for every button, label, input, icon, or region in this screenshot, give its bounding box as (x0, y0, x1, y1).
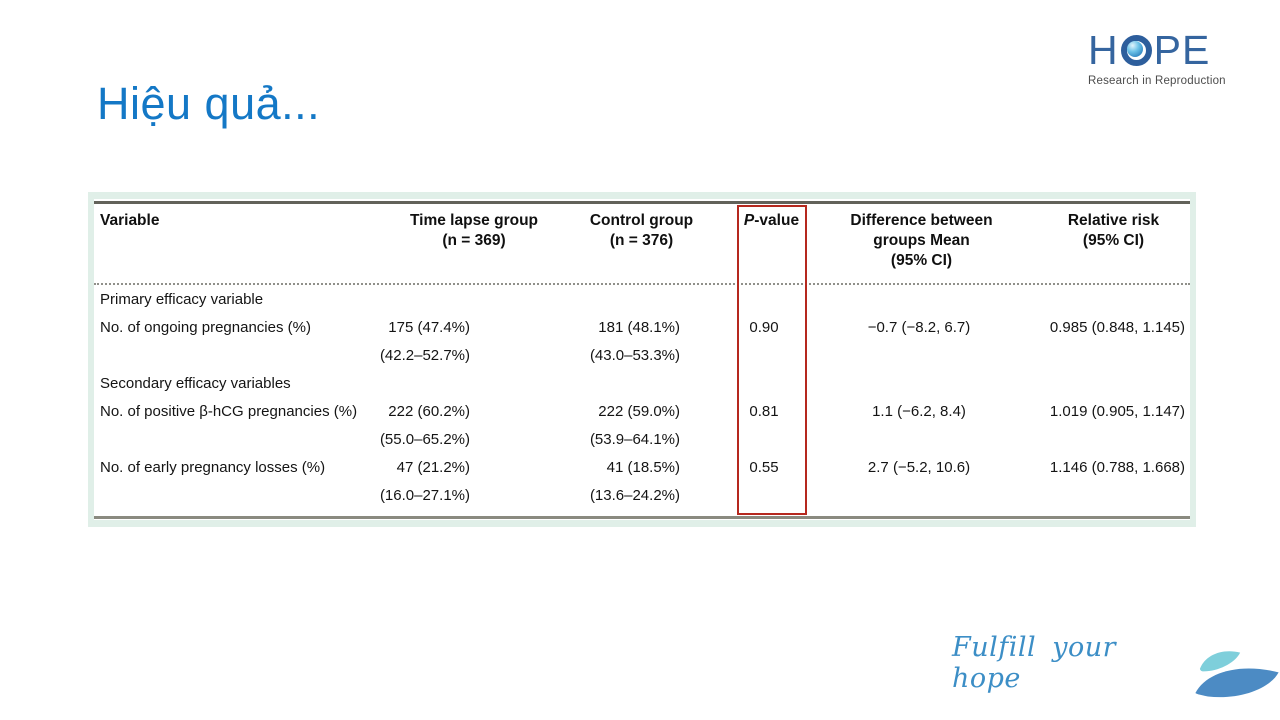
cell-empty (844, 342, 994, 370)
cell-timelapse: 47 (21.2%) (396, 459, 470, 476)
cell-empty (994, 370, 1190, 398)
col-header-difference-line2: groups Mean (873, 232, 970, 249)
col-header-relative-risk-line1: Relative risk (1067, 212, 1160, 229)
cell-empty (844, 426, 994, 454)
cell-empty (474, 286, 684, 314)
hope-eye-pupil-icon (1126, 41, 1143, 57)
cell-empty (684, 342, 844, 370)
col-header-difference-line3: (95% CI) (890, 252, 953, 269)
cell-empty (994, 482, 1190, 510)
table-section-row: Primary efficacy variable (94, 286, 1190, 314)
col-header-control-line2: (n = 376) (609, 232, 674, 249)
cell-pvalue: 0.90 (749, 319, 779, 336)
cell-timelapse: 175 (47.4%) (388, 319, 470, 336)
cell-control-ci: (53.9–64.1%) (589, 431, 680, 448)
cell-variable: No. of ongoing pregnancies (%) (100, 319, 311, 336)
table-header-row: Variable Time lapse group (n = 369) Cont… (94, 204, 1190, 285)
cell-empty (684, 426, 844, 454)
col-header-relative-risk-line2: (95% CI) (1082, 232, 1145, 249)
col-header-control: Control group (n = 376) (574, 211, 709, 283)
table-row: No. of positive β-hCG pregnancies (%) 22… (94, 398, 1190, 426)
hope-logo-tagline: Research in Reproduction (1088, 75, 1226, 87)
hope-logo-letters: H PE (1088, 30, 1226, 71)
cell-variable: No. of positive β-hCG pregnancies (%) (100, 403, 358, 420)
cell-empty (94, 482, 374, 510)
cell-relative-risk: 1.146 (0.788, 1.668) (1049, 459, 1185, 476)
col-header-difference: Difference between groups Mean (95% CI) (834, 211, 1009, 283)
hope-eye-icon (1120, 35, 1152, 66)
col-header-timelapse: Time lapse group (n = 369) (374, 211, 574, 283)
table-row: No. of early pregnancy losses (%) 47 (21… (94, 454, 1190, 482)
cell-empty (94, 426, 374, 454)
table-row-ci: (16.0–27.1%) (13.6–24.2%) (94, 482, 1190, 510)
cell-difference: −0.7 (−8.2, 6.7) (867, 319, 971, 336)
cell-empty (994, 286, 1190, 314)
page-title: Hiệu quả... (97, 78, 321, 129)
cell-difference: 1.1 (−6.2, 8.4) (872, 403, 966, 420)
hope-logo: H PE Research in Reproduction (1088, 30, 1226, 88)
cell-difference: 2.7 (−5.2, 10.6) (867, 459, 971, 476)
cell-control-ci: (43.0–53.3%) (589, 347, 680, 364)
hope-letters-pe: PE (1153, 27, 1211, 73)
col-header-p-rest: -value (754, 212, 800, 229)
section-label: Secondary efficacy variables (100, 375, 291, 392)
cell-empty (844, 482, 994, 510)
cell-empty (994, 342, 1190, 370)
cell-empty (374, 370, 474, 398)
table-section-row: Secondary efficacy variables (94, 370, 1190, 398)
cell-control-ci: (13.6–24.2%) (589, 487, 680, 504)
col-header-control-line1: Control group (589, 212, 694, 229)
col-header-difference-line1: Difference between (850, 212, 993, 229)
cell-pvalue: 0.81 (749, 403, 779, 420)
table-row: No. of ongoing pregnancies (%) 175 (47.4… (94, 314, 1190, 342)
table-row-ci: (55.0–65.2%) (53.9–64.1%) (94, 426, 1190, 454)
results-table: Variable Time lapse group (n = 369) Cont… (88, 192, 1196, 527)
cell-empty (474, 370, 684, 398)
col-header-timelapse-line2: (n = 369) (442, 232, 506, 249)
cell-empty (684, 370, 844, 398)
cell-pvalue: 0.55 (749, 459, 779, 476)
cell-empty (844, 286, 994, 314)
cell-empty (684, 286, 844, 314)
col-header-variable: Variable (100, 212, 160, 229)
table-top-rule (94, 201, 1190, 204)
cell-control: 41 (18.5%) (606, 459, 680, 476)
table-bottom-rule (94, 516, 1190, 519)
footer-logo: Fulfill your hope (952, 632, 1280, 704)
cell-empty (994, 426, 1190, 454)
cell-empty (94, 342, 374, 370)
cell-control: 222 (59.0%) (598, 403, 680, 420)
cell-variable: No. of early pregnancy losses (%) (100, 459, 326, 476)
cell-timelapse-ci: (55.0–65.2%) (379, 431, 470, 448)
footer-tagline: Fulfill your hope (952, 632, 1117, 694)
table-row-ci: (42.2–52.7%) (43.0–53.3%) (94, 342, 1190, 370)
table-body: Primary efficacy variable No. of ongoing… (94, 286, 1190, 510)
col-header-p-italic: P (743, 212, 755, 229)
cell-timelapse-ci: (42.2–52.7%) (379, 347, 470, 364)
leaf-logo-icon (1195, 651, 1279, 698)
cell-relative-risk: 0.985 (0.848, 1.145) (1049, 319, 1185, 336)
cell-empty (374, 286, 474, 314)
cell-empty (844, 370, 994, 398)
cell-timelapse: 222 (60.2%) (388, 403, 470, 420)
col-header-pvalue: P-value (709, 211, 834, 283)
cell-control: 181 (48.1%) (598, 319, 680, 336)
col-header-relative-risk: Relative risk (95% CI) (1009, 211, 1190, 283)
results-table-inner: Variable Time lapse group (n = 369) Cont… (94, 199, 1190, 520)
cell-relative-risk: 1.019 (0.905, 1.147) (1049, 403, 1185, 420)
col-header-timelapse-line1: Time lapse group (409, 212, 539, 229)
cell-timelapse-ci: (16.0–27.1%) (379, 487, 470, 504)
hope-letter-h: H (1088, 27, 1119, 73)
cell-empty (684, 482, 844, 510)
section-label: Primary efficacy variable (100, 291, 264, 308)
